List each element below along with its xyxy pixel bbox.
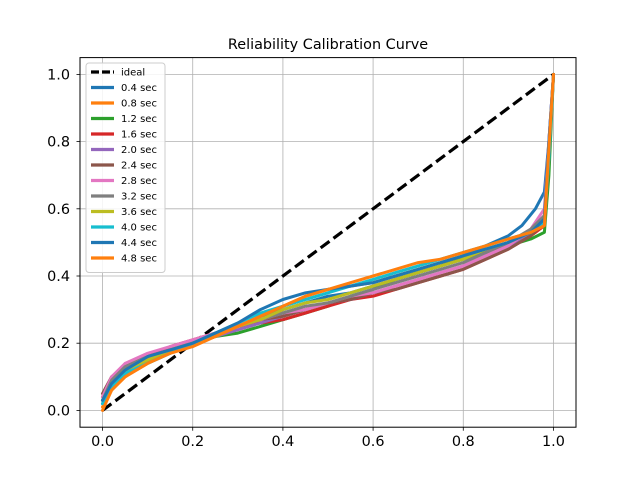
x-axis: 0.0 0.2 0.4 0.6 0.8 1.0 [91, 427, 565, 450]
legend-label: 3.6 sec [121, 207, 157, 218]
legend-label: 1.2 sec [121, 114, 157, 125]
ideal-line-layer [101, 73, 555, 412]
x-tick-label: 0.8 [452, 434, 475, 450]
legend-label: 0.4 sec [121, 83, 157, 94]
y-tick-label: 0.0 [47, 403, 70, 419]
plot-frame [79, 57, 577, 428]
x-tick-label: 1.0 [542, 434, 565, 450]
legend-label: 4.0 sec [121, 223, 157, 234]
chart-title: Reliability Calibration Curve [228, 37, 428, 53]
grid [80, 57, 576, 428]
legend-label: 2.4 sec [121, 161, 157, 172]
y-axis: 0.0 0.2 0.4 0.6 0.8 1.0 [47, 67, 80, 419]
legend: ideal 0.4 sec 0.8 sec 1.2 sec 1.6 sec 2.0 sec… [85, 62, 166, 273]
legend-box [85, 62, 166, 273]
x-tick-label: 0.6 [362, 434, 385, 450]
legend-label: 1.6 sec [121, 130, 157, 141]
legend-label: 2.0 sec [121, 145, 157, 156]
series-line-4-8-sec [101, 72, 555, 412]
legend-label: 2.8 sec [121, 176, 157, 187]
y-tick-label: 0.2 [47, 336, 70, 352]
y-tick-label: 0.6 [47, 202, 70, 218]
legend-label: 4.4 sec [121, 238, 157, 249]
x-tick-label: 0.4 [271, 434, 294, 450]
y-tick-label: 1.0 [47, 67, 70, 83]
legend-label: 4.8 sec [121, 254, 157, 265]
y-tick-label: 0.8 [47, 135, 70, 151]
legend-label: ideal [121, 68, 145, 79]
series-layer [101, 72, 555, 412]
x-tick-label: 0.2 [181, 434, 204, 450]
y-tick-label: 0.4 [47, 269, 70, 285]
legend-label: 3.2 sec [121, 192, 157, 203]
ideal-line [101, 73, 555, 412]
series-line-4-4-sec [101, 72, 555, 402]
legend-label: 0.8 sec [121, 99, 157, 110]
x-tick-label: 0.0 [91, 434, 114, 450]
